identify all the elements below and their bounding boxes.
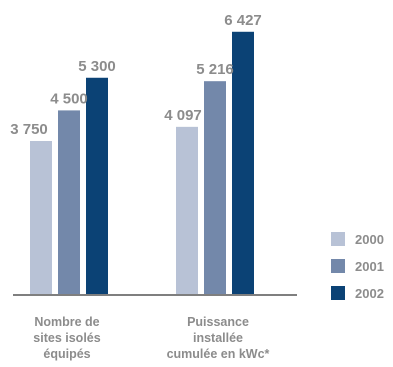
bar-2001-1 [58,110,80,295]
legend-label-2002: 2002 [355,286,384,301]
value-label-2001-2: 5 216 [196,61,234,78]
bar-2000-2 [176,126,198,294]
value-label-2001-1: 4 500 [50,90,88,107]
bar-2002-2 [232,31,254,294]
legend-label-2001: 2001 [355,259,384,274]
category-labels-layer: Nombre de sites isolés équipés Puissance ins… [33,315,269,361]
bars-layer [30,31,254,295]
value-label-2002-2: 6 427 [224,12,262,29]
bar-2001-2 [204,81,226,295]
category-label-1: Nombre de sites isolés équipés [33,315,100,361]
legend-swatch-2002 [331,286,345,300]
bar-2000-1 [30,141,52,294]
bar-2002-1 [86,77,108,294]
value-label-2002-1: 5 300 [78,58,116,75]
category-label-2: Puissance installée cumulée en kWc* [167,315,270,361]
legend: 2000 2001 2002 [331,232,384,301]
value-label-2000-2: 4 097 [164,107,202,124]
value-label-2000-1: 3 750 [10,121,48,138]
legend-swatch-2000 [331,232,345,246]
legend-swatch-2001 [331,259,345,273]
legend-label-2000: 2000 [355,232,384,247]
